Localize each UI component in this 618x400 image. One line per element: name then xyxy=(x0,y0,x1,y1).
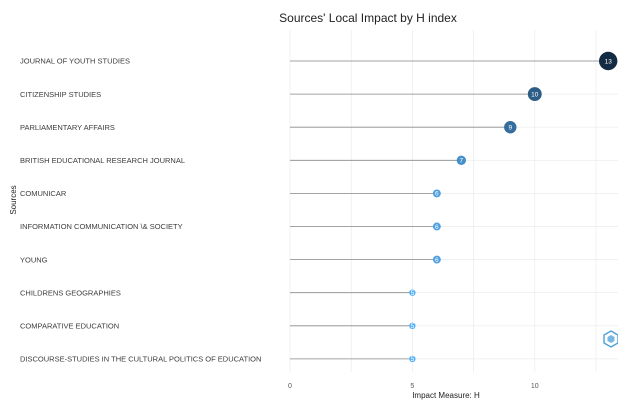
point-value-label: 7 xyxy=(460,158,464,165)
category-label: COMPARATIVE EDUCATION xyxy=(20,322,119,331)
x-axis-label: Impact Measure: H xyxy=(412,391,480,400)
point-value-label: 5 xyxy=(411,290,415,297)
chart-title: Sources' Local Impact by H index xyxy=(279,11,457,25)
point-value-label: 6 xyxy=(435,224,439,231)
lollipop-point xyxy=(409,289,416,296)
x-tick-label: 5 xyxy=(410,383,414,390)
lollipop-point xyxy=(456,155,467,165)
category-label: COMUNICAR xyxy=(20,189,67,198)
point-value-label: 6 xyxy=(435,191,439,198)
category-label: INFORMATION COMMUNICATION \& SOCIETY xyxy=(20,222,183,231)
category-label: PARLIAMENTARY AFFAIRS xyxy=(20,123,115,132)
category-label: JOURNAL OF YOUTH STUDIES xyxy=(20,57,130,66)
lollipop-point xyxy=(409,322,416,329)
category-label: BRITISH EDUCATIONAL RESEARCH JOURNAL xyxy=(20,156,185,165)
point-value-label: 5 xyxy=(411,323,415,330)
category-label: DISCOURSE-STUDIES IN THE CULTURAL POLITI… xyxy=(20,355,261,364)
bibliometrix-logo-icon xyxy=(603,330,618,348)
x-tick-label: 10 xyxy=(531,383,539,390)
x-tick-label: 0 xyxy=(288,383,292,390)
lollipop-point xyxy=(432,222,441,231)
lollipop-point xyxy=(527,87,542,102)
category-label: CITIZENSHIP STUDIES xyxy=(20,90,101,99)
lollipop-point xyxy=(432,189,441,198)
point-value-label: 9 xyxy=(508,125,512,132)
points: 13 10 9 7 6 6 6 5 5 5 xyxy=(409,51,618,363)
lollipop-point xyxy=(432,255,441,264)
category-label: CHILDRENS GEOGRAPHIES xyxy=(20,288,121,297)
y-axis-label: Sources xyxy=(9,185,18,214)
point-value-label: 10 xyxy=(531,91,539,98)
point-value-label: 6 xyxy=(435,257,439,264)
category-label: YOUNG xyxy=(20,255,48,264)
lollipop-point xyxy=(504,121,517,134)
category-labels: JOURNAL OF YOUTH STUDIES CITIZENSHIP STUD… xyxy=(20,57,261,364)
x-tick-labels: 0 5 10 xyxy=(288,383,539,390)
lollipop-point xyxy=(409,355,416,363)
point-value-label: 5 xyxy=(411,356,415,363)
point-value-label: 13 xyxy=(605,58,613,65)
stems xyxy=(290,60,609,360)
lollipop-point xyxy=(599,51,618,71)
